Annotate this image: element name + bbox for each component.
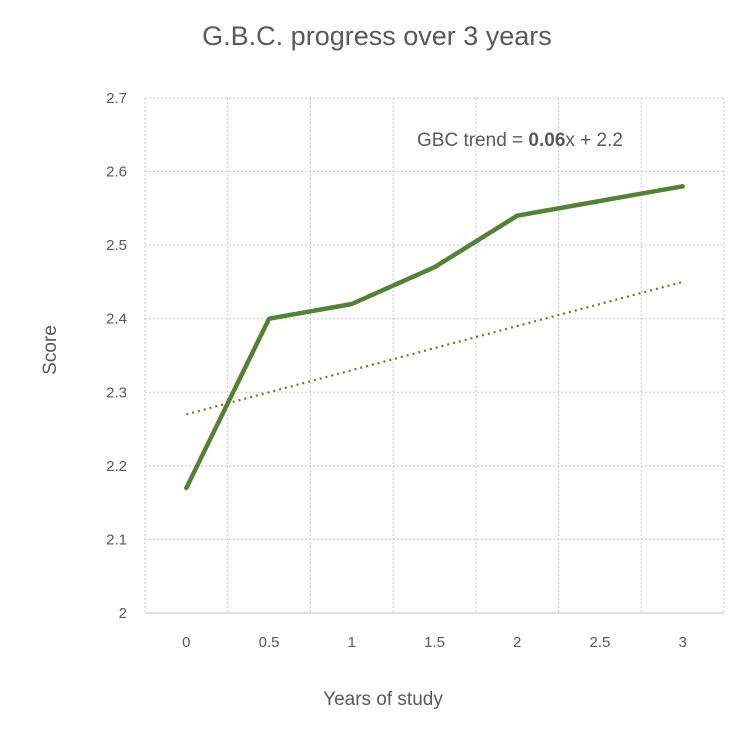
- trend-annotation-suffix: x + 2.2: [565, 130, 623, 151]
- x-axis-label: Years of study: [323, 689, 443, 710]
- x-axis-ticks: 0 0.5 1 1.5 2 2.5 3: [182, 634, 687, 651]
- x-tick-label: 2.5: [589, 634, 610, 651]
- x-tick-label: 1.5: [424, 634, 445, 651]
- x-tick-label: 3: [678, 634, 686, 651]
- x-tick-label: 0: [182, 634, 190, 651]
- y-tick-label: 2.5: [106, 237, 127, 254]
- trend-annotation: GBC trend = 0.06x + 2.2: [417, 130, 623, 151]
- y-axis-label: Score: [40, 325, 61, 375]
- x-tick-label: 2: [513, 634, 521, 651]
- y-tick-label: 2.1: [106, 531, 127, 548]
- y-tick-label: 2.6: [106, 164, 127, 181]
- x-tick-label: 1: [348, 634, 356, 651]
- chart-title: G.B.C. progress over 3 years: [202, 21, 552, 51]
- series-line: [184, 184, 685, 491]
- trend-annotation-coef: 0.06: [528, 130, 565, 151]
- y-tick-label: 2.3: [106, 384, 127, 401]
- y-tick-label: 2.4: [106, 311, 127, 328]
- x-tick-label: 0.5: [259, 634, 280, 651]
- y-tick-label: 2.7: [106, 90, 127, 107]
- trend-line: [186, 280, 683, 416]
- grid: [144, 97, 725, 613]
- y-axis-ticks: 2 2.1 2.2 2.3 2.4 2.5 2.6 2.7: [106, 90, 127, 622]
- y-tick-label: 2: [119, 605, 127, 622]
- trend-annotation-prefix: GBC trend =: [417, 130, 528, 151]
- y-tick-label: 2.2: [106, 458, 127, 475]
